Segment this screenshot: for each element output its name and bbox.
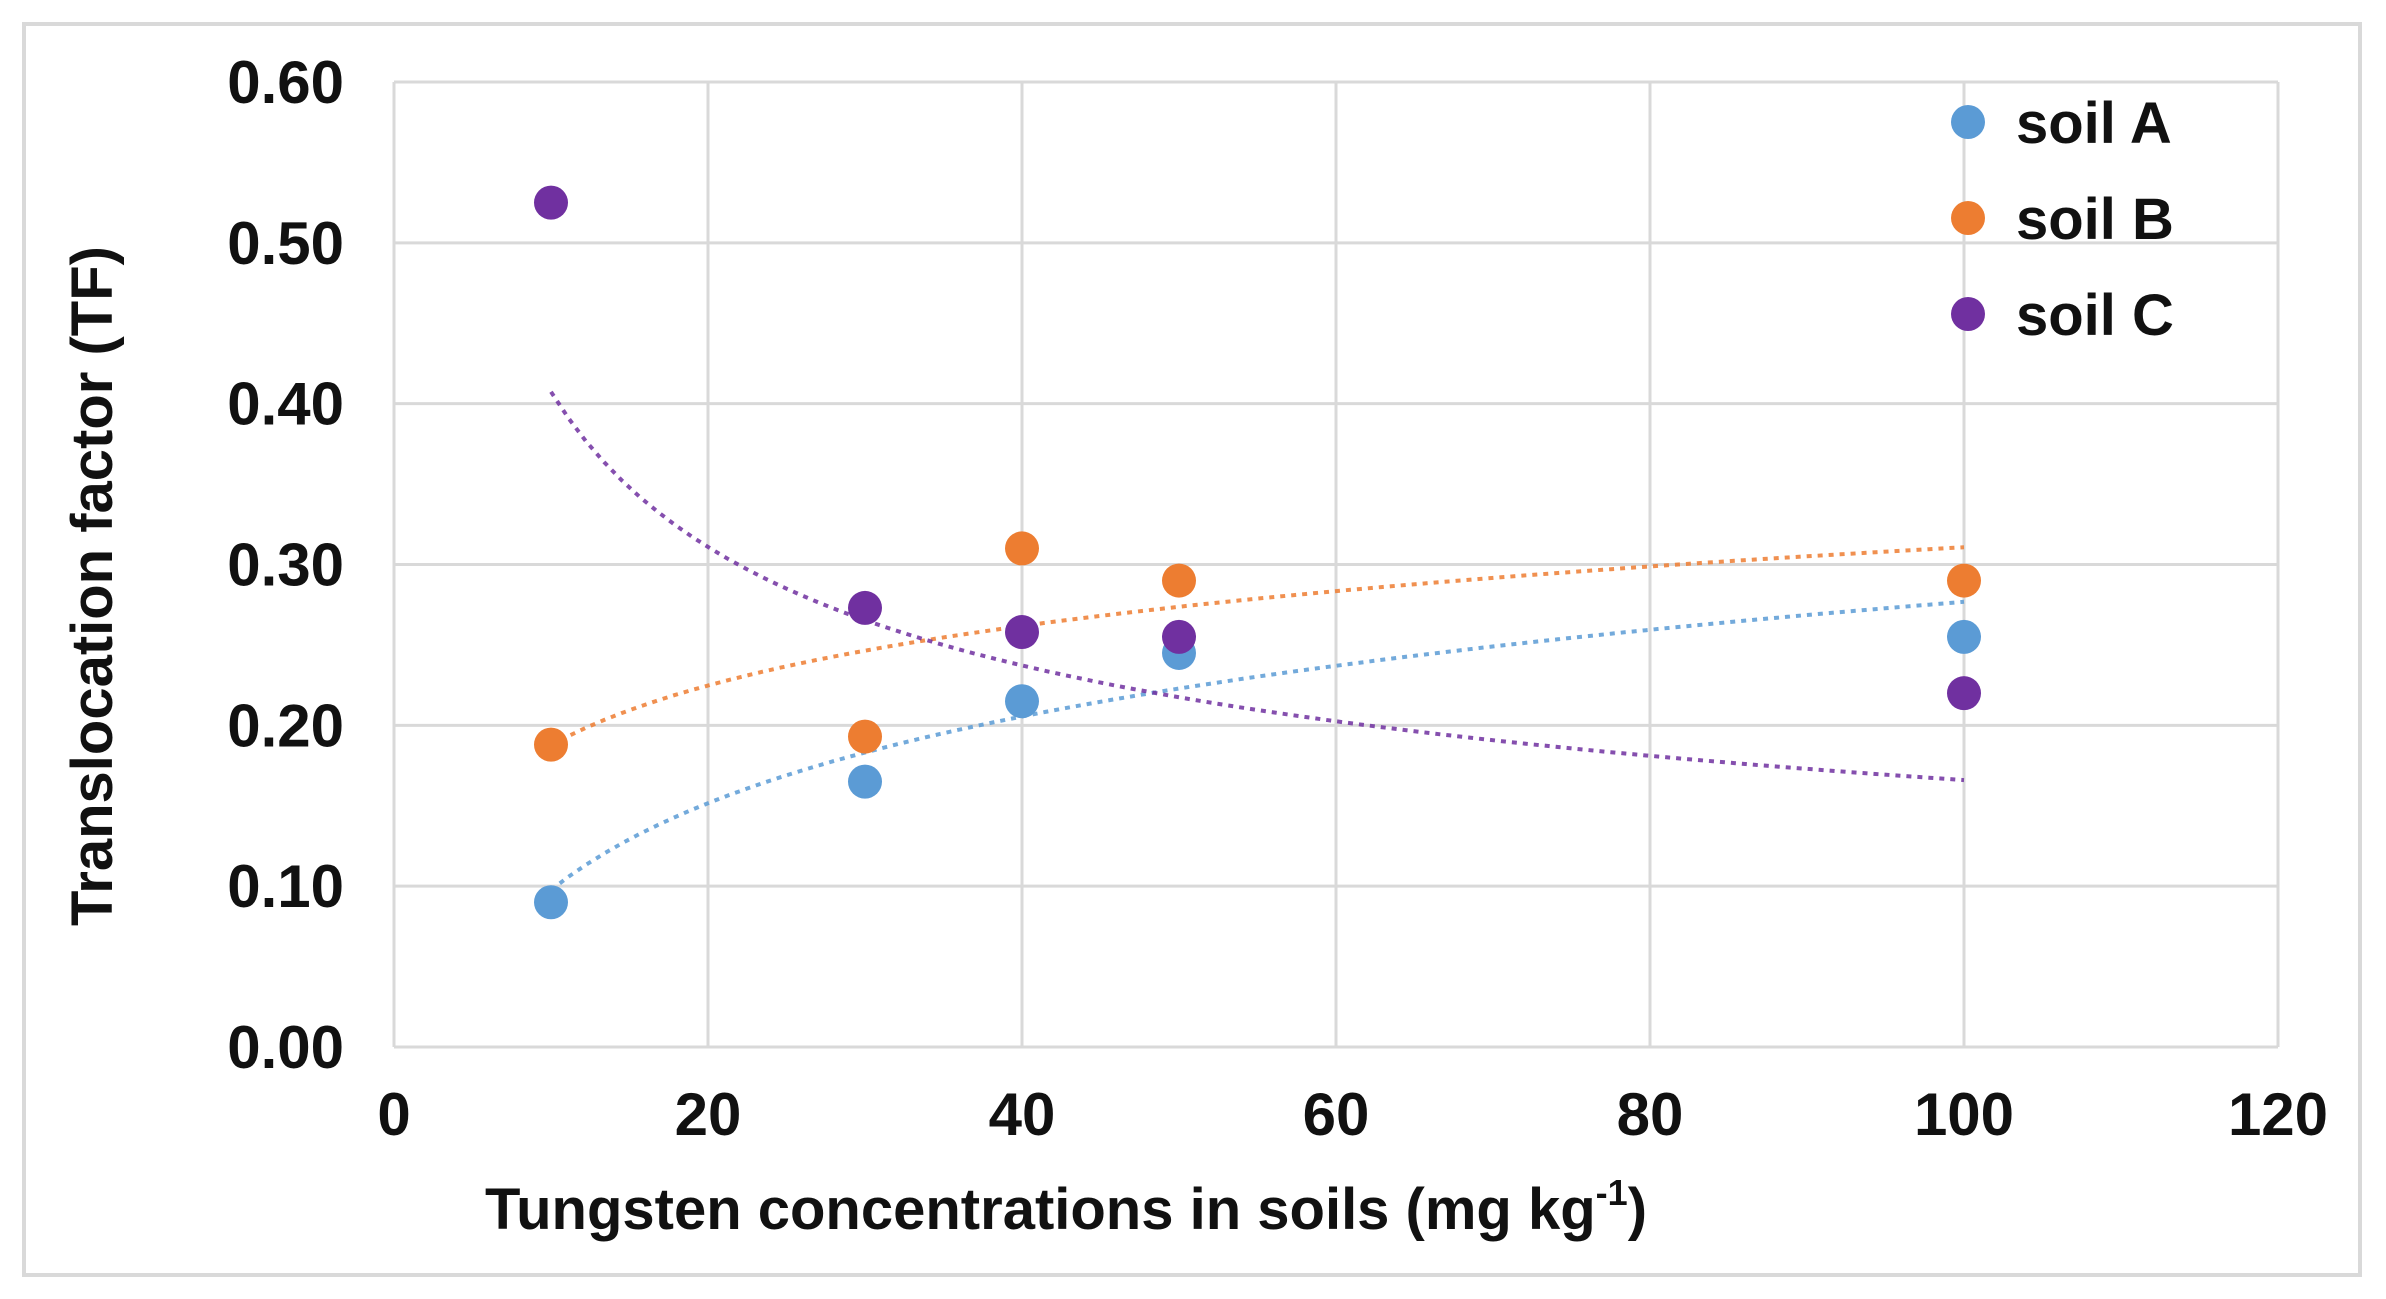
y-tick-label-3: 0.30 (227, 532, 344, 599)
data-point-soil-c-0 (534, 185, 568, 220)
trendline-soil-a (549, 599, 1965, 892)
y-axis-title: Translocation factor (TF) (60, 246, 125, 926)
chart-frame: 0.00 0.10 0.20 0.30 0.40 0.50 0.60 0 20 40 60 80 10… (22, 22, 2362, 1277)
data-point-soil-b-0 (534, 727, 568, 762)
data-point-soil-c-4 (1947, 676, 1981, 711)
x-axis-title: Tungsten concentrations in soils (mg kg-… (485, 1172, 1647, 1242)
y-axis-ticks: 0.00 0.10 0.20 0.30 0.40 0.50 0.60 (227, 49, 344, 1081)
legend-item-soil-a: soil A (1951, 91, 2172, 156)
grid-lines (392, 80, 2280, 1049)
y-tick-label-2: 0.20 (227, 692, 344, 759)
data-point-soil-c-2 (1005, 615, 1039, 650)
data-point-soil-a-1 (848, 764, 882, 799)
x-tick-label-6: 120 (2228, 1081, 2328, 1148)
x-axis-title-end: ) (1628, 1177, 1647, 1242)
x-tick-label-2: 40 (989, 1081, 1056, 1148)
legend-label-soil-a: soil A (2016, 91, 2172, 156)
data-point-soil-b-3 (1162, 563, 1196, 598)
y-tick-label-1: 0.10 (227, 853, 344, 920)
data-point-soil-c-1 (848, 590, 882, 625)
x-tick-label-0: 0 (377, 1081, 410, 1148)
data-point-soil-a-2 (1005, 684, 1039, 719)
data-points (534, 185, 1981, 920)
y-tick-label-6: 0.60 (227, 49, 344, 116)
data-point-soil-b-1 (848, 719, 882, 754)
data-point-soil-b-4 (1947, 563, 1981, 598)
legend-marker-soil-b (1951, 201, 1985, 235)
x-tick-label-4: 80 (1617, 1081, 1684, 1148)
legend-item-soil-b: soil B (1951, 187, 2174, 252)
x-axis-title-main: Tungsten concentrations in soils (mg kg (485, 1177, 1596, 1242)
legend: soil A soil B soil C (1951, 91, 2174, 348)
x-axis-ticks: 0 20 40 60 80 100 120 (377, 1081, 2328, 1148)
y-tick-label-0: 0.00 (227, 1014, 344, 1081)
trendline-soil-c (549, 390, 1965, 783)
x-tick-label-3: 60 (1303, 1081, 1370, 1148)
data-point-soil-c-3 (1162, 619, 1196, 654)
legend-item-soil-c: soil C (1951, 283, 2174, 348)
scatter-chart: 0.00 0.10 0.20 0.30 0.40 0.50 0.60 0 20 40 60 80 10… (60, 49, 2328, 1242)
x-tick-label-5: 100 (1914, 1081, 2014, 1148)
x-tick-label-1: 20 (675, 1081, 742, 1148)
legend-marker-soil-a (1951, 105, 1985, 139)
data-point-soil-b-2 (1005, 531, 1039, 566)
y-tick-label-4: 0.40 (227, 371, 344, 438)
x-axis-title-superscript: -1 (1596, 1172, 1628, 1213)
data-point-soil-a-0 (534, 885, 568, 920)
data-point-soil-a-4 (1947, 619, 1981, 654)
legend-label-soil-c: soil C (2016, 283, 2174, 348)
legend-label-soil-b: soil B (2016, 187, 2174, 252)
legend-marker-soil-c (1951, 297, 1985, 331)
trendline-soil-b (550, 545, 1965, 747)
trendlines (549, 390, 1965, 892)
y-tick-label-5: 0.50 (227, 210, 344, 277)
